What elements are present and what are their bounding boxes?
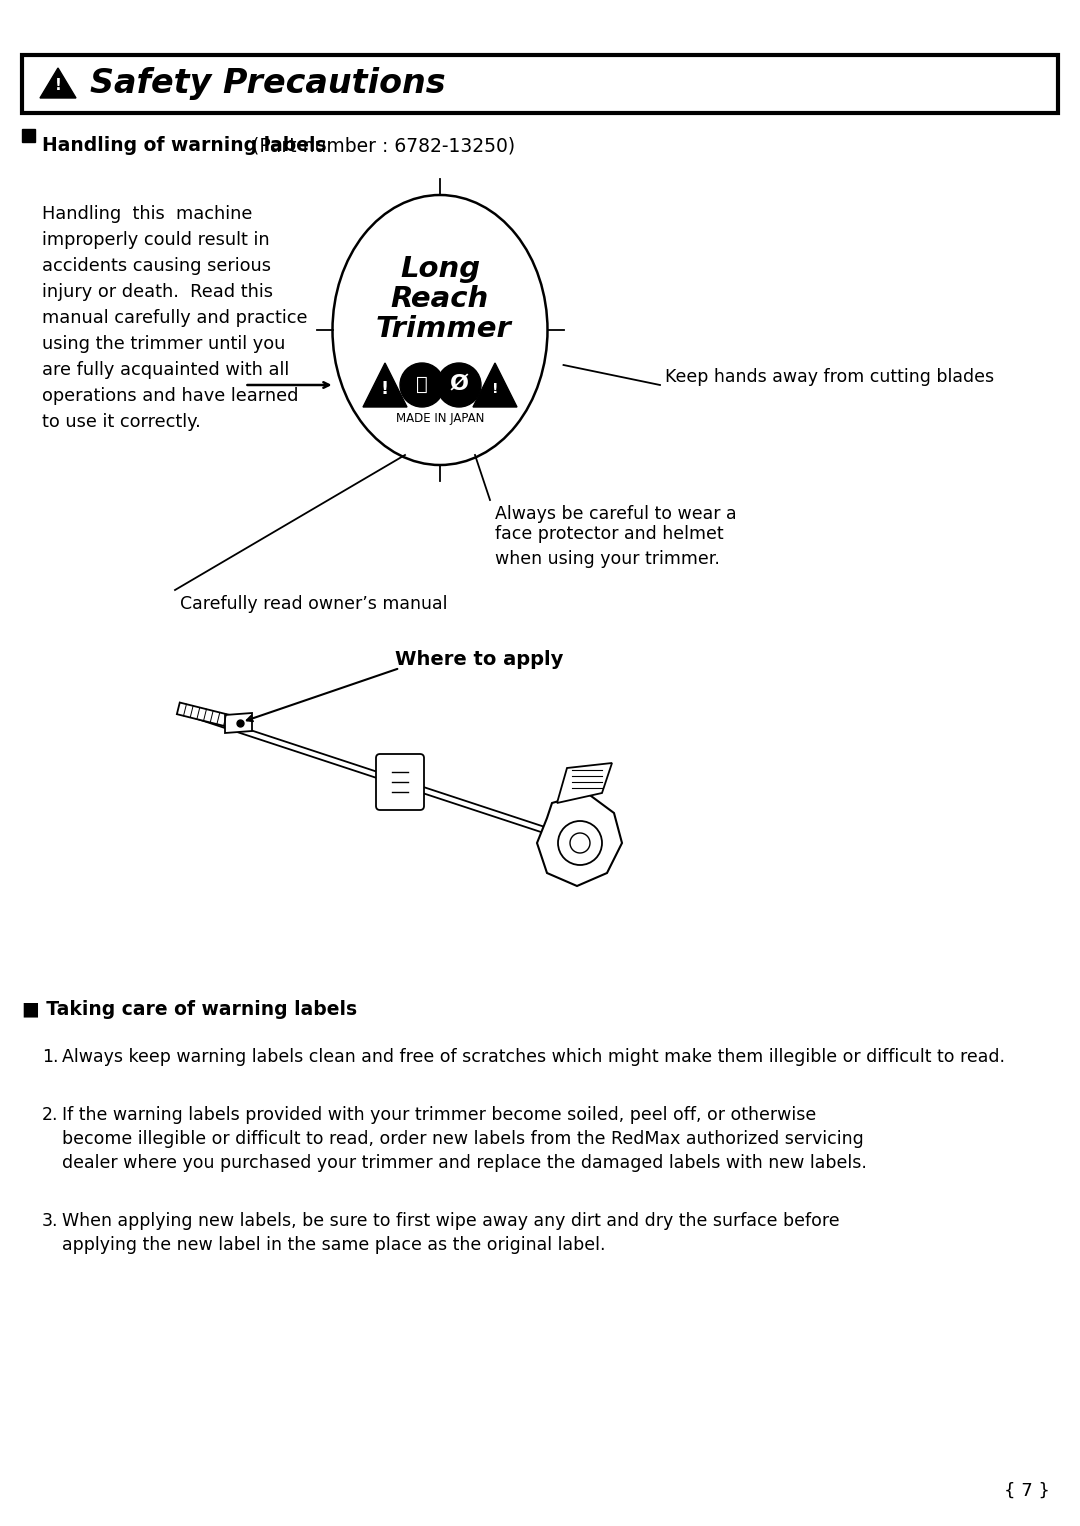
Text: 1.: 1. — [42, 1048, 58, 1067]
Text: (Part number : 6782-13250): (Part number : 6782-13250) — [240, 136, 515, 156]
Bar — [22, 55, 1058, 113]
Text: Trimmer: Trimmer — [376, 314, 512, 343]
Text: accidents causing serious: accidents causing serious — [42, 256, 271, 275]
Text: Keep hands away from cutting blades: Keep hands away from cutting blades — [665, 368, 994, 386]
Text: Safety Precautions: Safety Precautions — [90, 67, 446, 101]
Text: ■ Taking care of warning labels: ■ Taking care of warning labels — [22, 1000, 357, 1019]
Text: to use it correctly.: to use it correctly. — [42, 414, 201, 430]
Text: Always keep warning labels clean and free of scratches which might make them ill: Always keep warning labels clean and fre… — [62, 1048, 1005, 1067]
Text: manual carefully and practice: manual carefully and practice — [42, 308, 308, 327]
Circle shape — [558, 821, 602, 865]
Text: Handling  this  machine: Handling this machine — [42, 204, 253, 223]
Text: Where to apply: Where to apply — [395, 650, 564, 668]
Polygon shape — [363, 363, 407, 407]
Text: operations and have learned: operations and have learned — [42, 388, 298, 404]
Text: !: ! — [491, 382, 498, 397]
Polygon shape — [473, 363, 517, 407]
Text: are fully acquainted with all: are fully acquainted with all — [42, 362, 289, 378]
Ellipse shape — [333, 195, 548, 465]
Circle shape — [570, 833, 590, 853]
Text: Carefully read owner’s manual: Carefully read owner’s manual — [180, 595, 447, 613]
Text: Handling of warning labels: Handling of warning labels — [42, 136, 326, 156]
Polygon shape — [557, 763, 612, 803]
Text: applying the new label in the same place as the original label.: applying the new label in the same place… — [62, 1236, 606, 1254]
Polygon shape — [225, 713, 252, 732]
Text: If the warning labels provided with your trimmer become soiled, peel off, or oth: If the warning labels provided with your… — [62, 1106, 816, 1125]
Text: improperly could result in: improperly could result in — [42, 230, 270, 249]
Text: Ø: Ø — [449, 374, 469, 394]
Text: 3.: 3. — [42, 1212, 58, 1230]
Text: MADE IN JAPAN: MADE IN JAPAN — [395, 412, 484, 426]
Text: when using your trimmer.: when using your trimmer. — [495, 549, 720, 568]
Text: dealer where you purchased your trimmer and replace the damaged labels with new : dealer where you purchased your trimmer … — [62, 1154, 867, 1172]
Text: become illegible or difficult to read, order new labels from the RedMax authoriz: become illegible or difficult to read, o… — [62, 1129, 864, 1148]
Polygon shape — [177, 702, 233, 728]
Text: 2.: 2. — [42, 1106, 58, 1125]
Text: Always be careful to wear a: Always be careful to wear a — [495, 505, 737, 523]
Polygon shape — [40, 69, 76, 98]
Circle shape — [437, 363, 481, 407]
Text: !: ! — [381, 380, 389, 398]
Text: When applying new labels, be sure to first wipe away any dirt and dry the surfac: When applying new labels, be sure to fir… — [62, 1212, 839, 1230]
Text: !: ! — [55, 78, 62, 93]
Text: using the trimmer until you: using the trimmer until you — [42, 336, 285, 353]
Text: face protector and helmet: face protector and helmet — [495, 525, 724, 543]
Text: { 7 }: { 7 } — [1004, 1482, 1050, 1500]
Polygon shape — [537, 794, 622, 887]
Text: Long: Long — [400, 255, 481, 282]
Text: Reach: Reach — [391, 285, 489, 313]
Bar — [22, 55, 1058, 113]
Bar — [22, 130, 35, 142]
Text: injury or death.  Read this: injury or death. Read this — [42, 282, 273, 301]
FancyBboxPatch shape — [376, 754, 424, 810]
Circle shape — [400, 363, 444, 407]
Text: ✋: ✋ — [416, 374, 428, 394]
